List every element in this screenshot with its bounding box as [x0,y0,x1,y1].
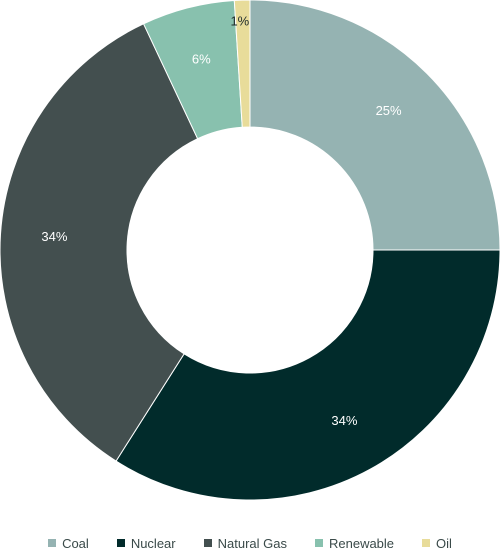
legend-label-natural-gas: Natural Gas [217,535,287,551]
legend-swatch-coal [48,539,57,547]
legend-swatch-renewable [314,539,323,547]
slice-natural-gas [0,23,199,462]
slice-label-oil: 1% [230,14,249,29]
legend-label-oil: Oil [436,535,452,551]
slice-label-renewable: 6% [192,52,211,67]
legend-swatch-natural-gas [203,539,212,547]
legend-swatch-oil [422,539,431,547]
legend-label-coal: Coal [62,535,89,551]
legend-swatch-nuclear [116,539,125,547]
slice-nuclear [115,249,500,501]
slice-label-coal: 25% [376,103,402,118]
legend-item-oil[interactable]: Oil [422,536,452,551]
slice-label-natural-gas: 34% [41,229,67,244]
legend-item-coal[interactable]: Coal [48,536,89,551]
slice-oil [233,0,251,128]
donut-chart: 25% 34% 34% 6% 1% [0,0,500,501]
legend-label-renewable: Renewable [328,535,395,551]
chart-legend: Coal Nuclear Natural Gas Renewable Oil [0,533,500,553]
slice-coal [249,0,500,251]
legend-item-natural-gas[interactable]: Natural Gas [203,535,287,551]
legend-label-nuclear: Nuclear [130,535,176,551]
legend-item-nuclear[interactable]: Nuclear [116,535,176,551]
legend-item-renewable[interactable]: Renewable [314,535,395,551]
slice-label-nuclear: 34% [331,413,357,428]
